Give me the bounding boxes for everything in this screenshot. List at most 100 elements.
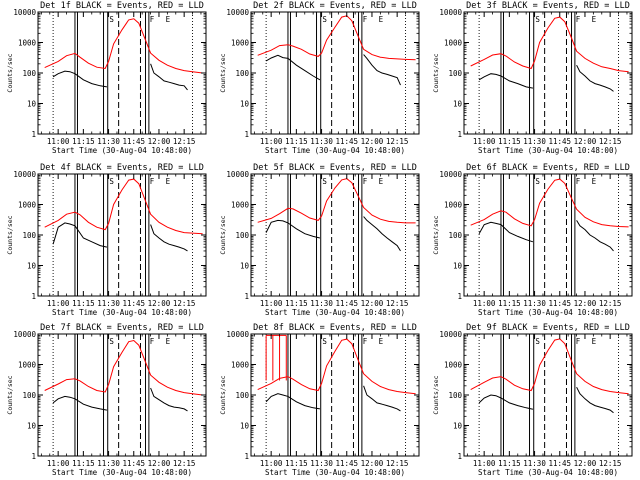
- events-series-line: [478, 64, 614, 92]
- y-axis-label: Counts/sec: [6, 53, 14, 92]
- y-tick-label: 1000: [444, 201, 463, 210]
- marker-letter: E: [592, 337, 597, 346]
- marker-letter: S: [535, 177, 540, 186]
- marker-letter: F: [150, 177, 155, 186]
- lld-series-line: [257, 338, 416, 395]
- events-series-line: [52, 63, 188, 91]
- y-tick-label: 1000: [231, 201, 250, 210]
- x-tick-label: 11:00: [47, 459, 70, 468]
- panel-title: Det 5f BLACK = Events, RED = LLD: [253, 163, 417, 173]
- x-tick-label: 12:15: [386, 459, 409, 468]
- detector-panel: Det 5f BLACK = Events, RED = LLD S F E 1 10 10…: [219, 163, 420, 317]
- y-tick-label: 10000: [226, 170, 249, 179]
- x-tick-label: 12:15: [173, 137, 196, 146]
- x-tick-label: 12:00: [361, 299, 384, 308]
- x-tick-label: 12:00: [574, 459, 597, 468]
- marker-letter: S: [109, 177, 114, 186]
- events-series-line: [265, 54, 401, 86]
- y-tick-label: 10000: [13, 330, 36, 339]
- y-tick-label: 10000: [226, 330, 249, 339]
- marker-letter: F: [576, 15, 581, 24]
- detector-panel: Det 9f BLACK = Events, RED = LLD S F E 1 10 10…: [432, 323, 633, 477]
- panel-title: Det 1f BLACK = Events, RED = LLD: [40, 1, 204, 11]
- marker-letter: F: [150, 15, 155, 24]
- lld-series-line: [470, 338, 629, 395]
- x-tick-label: 11:00: [473, 137, 496, 146]
- x-tick-label: 11:30: [97, 137, 120, 146]
- marker-letter: E: [379, 177, 384, 186]
- panel-title: Det 6f BLACK = Events, RED = LLD: [466, 163, 630, 173]
- y-tick-label: 1: [457, 452, 462, 461]
- x-axis-label: Start Time (30-Aug-04 10:48:00): [265, 146, 405, 155]
- x-tick-label: 11:30: [310, 137, 333, 146]
- y-tick-label: 1: [244, 452, 249, 461]
- y-tick-label: 1000: [444, 361, 463, 370]
- y-tick-label: 1: [31, 292, 36, 301]
- detector-panel: Det 7f BLACK = Events, RED = LLD S F E 1 10 10…: [6, 323, 207, 477]
- y-tick-label: 1: [31, 130, 36, 139]
- y-tick-label: 10: [27, 262, 37, 271]
- y-axis-label: Counts/sec: [219, 53, 227, 92]
- x-tick-label: 11:30: [523, 459, 546, 468]
- x-tick-label: 11:00: [260, 459, 283, 468]
- x-tick-label: 12:00: [361, 459, 384, 468]
- x-tick-label: 11:45: [548, 299, 571, 308]
- x-tick-label: 12:15: [386, 137, 409, 146]
- y-tick-label: 100: [22, 69, 36, 78]
- x-tick-label: 12:15: [599, 299, 622, 308]
- marker-letter: F: [576, 337, 581, 346]
- x-axis-label: Start Time (30-Aug-04 10:48:00): [478, 308, 618, 317]
- y-tick-label: 100: [235, 69, 249, 78]
- x-tick-label: 11:15: [285, 459, 308, 468]
- y-tick-label: 1000: [444, 39, 463, 48]
- y-tick-label: 1: [31, 452, 36, 461]
- x-tick-label: 12:15: [599, 459, 622, 468]
- y-tick-label: 100: [22, 391, 36, 400]
- lld-series-line: [257, 178, 416, 224]
- plot-frame: [463, 333, 633, 457]
- panel-title: Det 8f BLACK = Events, RED = LLD: [253, 323, 417, 333]
- y-tick-label: 100: [448, 391, 462, 400]
- marker-letter: F: [576, 177, 581, 186]
- x-tick-label: 11:45: [122, 459, 145, 468]
- x-tick-label: 11:00: [47, 137, 70, 146]
- events-series-line: [478, 386, 614, 414]
- y-axis-label: Counts/sec: [219, 215, 227, 254]
- x-tick-label: 12:00: [574, 299, 597, 308]
- lld-series-line: [44, 178, 203, 235]
- x-tick-label: 11:15: [498, 137, 521, 146]
- marker-letter: E: [379, 15, 384, 24]
- x-tick-label: 12:00: [148, 299, 171, 308]
- events-series-line: [52, 387, 188, 412]
- y-tick-label: 10: [240, 262, 250, 271]
- x-tick-label: 11:45: [335, 137, 358, 146]
- y-tick-label: 1: [244, 292, 249, 301]
- x-tick-label: 11:15: [498, 459, 521, 468]
- x-tick-label: 11:45: [335, 299, 358, 308]
- x-tick-label: 11:30: [97, 459, 120, 468]
- x-tick-label: 12:15: [599, 137, 622, 146]
- x-axis-label: Start Time (30-Aug-04 10:48:00): [52, 468, 192, 477]
- x-tick-label: 11:45: [548, 459, 571, 468]
- y-axis-label: Counts/sec: [6, 375, 14, 414]
- x-tick-label: 11:00: [473, 299, 496, 308]
- x-tick-label: 11:15: [72, 299, 95, 308]
- y-tick-label: 1000: [231, 39, 250, 48]
- y-tick-label: 10: [453, 262, 463, 271]
- y-tick-label: 1: [457, 130, 462, 139]
- marker-letter: F: [363, 177, 368, 186]
- y-tick-label: 1000: [18, 361, 37, 370]
- marker-letter: E: [379, 337, 384, 346]
- y-tick-label: 1: [457, 292, 462, 301]
- events-series-line: [52, 222, 188, 252]
- y-tick-label: 10000: [439, 8, 462, 17]
- detector-panel: Det 6f BLACK = Events, RED = LLD S F E 1 10 10…: [432, 163, 633, 317]
- y-tick-label: 10000: [439, 330, 462, 339]
- x-axis-label: Start Time (30-Aug-04 10:48:00): [265, 468, 405, 477]
- panel-title: Det 3f BLACK = Events, RED = LLD: [466, 1, 630, 11]
- y-axis-label: Counts/sec: [432, 215, 440, 254]
- x-tick-label: 11:00: [473, 459, 496, 468]
- y-tick-label: 100: [235, 231, 249, 240]
- panel-title: Det 7f BLACK = Events, RED = LLD: [40, 323, 204, 333]
